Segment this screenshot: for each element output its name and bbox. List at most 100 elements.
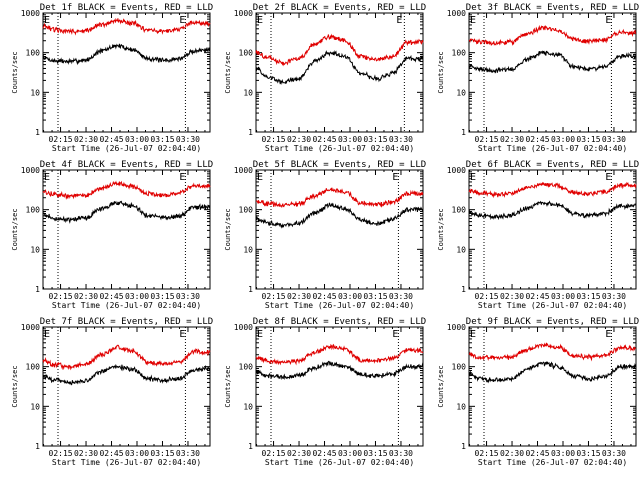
event-marker-label: E <box>44 329 50 340</box>
x-axis-label: Start Time (26-Jul-07 02:04:40) <box>478 458 627 467</box>
x-tick-label: 03:30 <box>389 292 413 301</box>
x-tick-label: 02:30 <box>500 135 524 144</box>
x-axis-label: Start Time (26-Jul-07 02:04:40) <box>52 144 201 153</box>
chart-title: Det 4f BLACK = Events, RED = LLD <box>40 160 213 170</box>
event-marker-label: E <box>257 172 263 183</box>
y-tick-label: 10 <box>30 402 40 411</box>
x-tick-label: 03:15 <box>576 292 600 301</box>
chart-title: Det 2f BLACK = Events, RED = LLD <box>253 3 426 13</box>
chart-panel-1: Det 1f BLACK = Events, RED = LLD 1 10 100 10… <box>11 3 213 153</box>
plot-frame <box>42 169 211 290</box>
chart-panel-7: Det 7f BLACK = Events, RED = LLD 1 10 100 10… <box>11 317 213 467</box>
y-tick-label: 1 <box>248 128 253 137</box>
x-tick-label: 03:15 <box>363 449 387 458</box>
x-tick-label: 02:45 <box>312 135 336 144</box>
x-tick-label: 02:15 <box>49 135 73 144</box>
event-marker-label: E <box>470 15 476 26</box>
y-tick-label: 1000 <box>447 9 466 18</box>
series-line-lld <box>468 342 637 362</box>
y-tick-label: 1 <box>248 285 253 294</box>
x-tick-label: 02:45 <box>525 292 549 301</box>
y-tick-label: 10 <box>456 88 466 97</box>
chart-title: Det 9f BLACK = Events, RED = LLD <box>466 317 639 327</box>
series-line-events <box>468 200 637 221</box>
event-marker-label: E <box>470 172 476 183</box>
chart-panel-4: Det 4f BLACK = Events, RED = LLD 1 10 100 10… <box>11 160 213 310</box>
x-tick-label: 02:15 <box>475 135 499 144</box>
plot-frame <box>42 326 211 447</box>
y-tick-label: 100 <box>452 206 467 215</box>
series-line-lld <box>468 181 637 199</box>
x-tick-label: 02:30 <box>74 292 98 301</box>
event-marker-label: E <box>392 172 398 183</box>
x-tick-label: 03:00 <box>338 292 362 301</box>
chart-title: Det 7f BLACK = Events, RED = LLD <box>40 317 213 327</box>
event-marker-label: E <box>605 172 611 183</box>
x-tick-label: 02:15 <box>262 135 286 144</box>
chart-title: Det 6f BLACK = Events, RED = LLD <box>466 160 639 170</box>
x-tick-label: 03:00 <box>551 449 575 458</box>
series-line-events <box>468 50 637 74</box>
event-marker-label: E <box>179 15 185 26</box>
plot-frame <box>255 12 424 133</box>
y-tick-label: 10 <box>243 402 253 411</box>
series-line-lld <box>468 24 637 46</box>
y-tick-label: 1 <box>461 442 466 451</box>
series-line-lld <box>255 33 424 67</box>
y-tick-label: 10 <box>456 245 466 254</box>
x-tick-label: 03:15 <box>363 292 387 301</box>
y-tick-label: 1000 <box>234 323 253 332</box>
x-tick-label: 03:15 <box>150 292 174 301</box>
chart-title: Det 3f BLACK = Events, RED = LLD <box>466 3 639 13</box>
plot-frame <box>42 12 211 133</box>
x-axis-label: Start Time (26-Jul-07 02:04:40) <box>52 301 201 310</box>
event-marker-label: E <box>179 172 185 183</box>
plot-frame <box>468 326 637 447</box>
series-line-lld <box>255 187 424 209</box>
y-tick-label: 1000 <box>447 323 466 332</box>
x-tick-label: 02:15 <box>49 292 73 301</box>
y-axis-label: Counts/sec <box>11 51 19 93</box>
chart-title: Det 8f BLACK = Events, RED = LLD <box>253 317 426 327</box>
x-axis-label: Start Time (26-Jul-07 02:04:40) <box>478 144 627 153</box>
x-tick-label: 02:45 <box>99 449 123 458</box>
event-marker-label: E <box>44 172 50 183</box>
x-tick-label: 03:00 <box>338 135 362 144</box>
x-tick-label: 03:00 <box>125 292 149 301</box>
x-tick-label: 02:30 <box>287 449 311 458</box>
x-tick-label: 03:30 <box>602 292 626 301</box>
y-tick-label: 100 <box>239 206 254 215</box>
y-tick-label: 1 <box>35 442 40 451</box>
event-marker-label: E <box>392 329 398 340</box>
x-tick-label: 02:45 <box>99 292 123 301</box>
event-marker-label: E <box>470 329 476 340</box>
series-line-lld <box>255 343 424 366</box>
event-marker-label: E <box>257 15 263 26</box>
y-tick-label: 100 <box>239 363 254 372</box>
y-axis-label: Counts/sec <box>437 365 445 407</box>
x-tick-label: 02:15 <box>262 292 286 301</box>
y-axis-label: Counts/sec <box>224 51 232 93</box>
x-tick-label: 03:00 <box>125 449 149 458</box>
y-tick-label: 1 <box>461 128 466 137</box>
x-tick-label: 02:45 <box>99 135 123 144</box>
x-axis-label: Start Time (26-Jul-07 02:04:40) <box>52 458 201 467</box>
y-tick-label: 1 <box>35 285 40 294</box>
x-tick-label: 03:00 <box>551 135 575 144</box>
x-tick-label: 02:15 <box>475 292 499 301</box>
series-line-events <box>255 202 424 229</box>
plot-frame <box>468 12 637 133</box>
y-axis-label: Counts/sec <box>11 365 19 407</box>
y-tick-label: 1000 <box>234 9 253 18</box>
x-tick-label: 02:30 <box>287 135 311 144</box>
x-tick-label: 03:30 <box>602 135 626 144</box>
x-axis-label: Start Time (26-Jul-07 02:04:40) <box>265 458 414 467</box>
x-tick-label: 03:15 <box>576 449 600 458</box>
chart-panel-6: Det 6f BLACK = Events, RED = LLD 1 10 100 10… <box>437 160 639 310</box>
x-tick-label: 03:30 <box>602 449 626 458</box>
y-tick-label: 1 <box>35 128 40 137</box>
x-tick-label: 03:00 <box>125 135 149 144</box>
x-tick-label: 02:30 <box>74 135 98 144</box>
y-axis-label: Counts/sec <box>11 208 19 250</box>
y-tick-label: 100 <box>26 49 41 58</box>
